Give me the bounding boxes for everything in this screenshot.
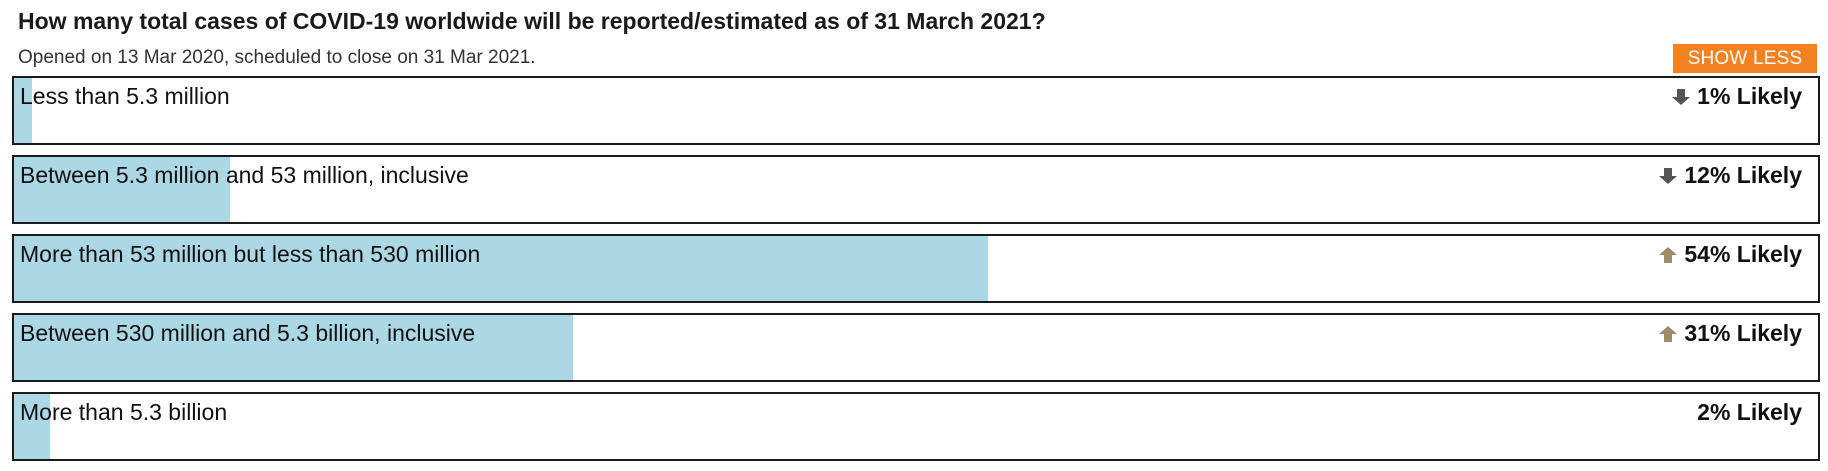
show-less-button[interactable]: SHOW LESS <box>1673 44 1817 73</box>
probability-text: 31% Likely <box>1684 320 1802 346</box>
answer-option-probability: 31% Likely <box>1658 320 1802 347</box>
probability-text: 2% Likely <box>1697 399 1802 425</box>
answer-option-label: More than 53 million but less than 530 m… <box>20 241 481 267</box>
answer-option-label: Between 530 million and 5.3 billion, inc… <box>20 320 476 346</box>
arrow-down-icon <box>1671 87 1691 107</box>
answer-option-probability: 54% Likely <box>1658 241 1802 268</box>
probability-text: 12% Likely <box>1684 162 1802 188</box>
arrow-down-icon <box>1658 166 1678 186</box>
answer-option[interactable]: Between 5.3 million and 53 million, incl… <box>12 155 1820 224</box>
probability-bar <box>14 157 231 222</box>
arrow-up-icon <box>1658 324 1678 344</box>
probability-bar <box>14 78 33 143</box>
answer-option[interactable]: More than 5.3 billion 2% Likely <box>12 392 1820 461</box>
question-dates: Opened on 13 Mar 2020, scheduled to clos… <box>18 47 536 68</box>
arrow-up-icon <box>1658 245 1678 265</box>
answer-option-label: More than 5.3 billion <box>20 399 228 425</box>
answer-option-label: Between 5.3 million and 53 million, incl… <box>20 162 469 188</box>
answer-options-list: Less than 5.3 million 1% Likely Between … <box>12 76 1820 471</box>
answer-option[interactable]: Less than 5.3 million 1% Likely <box>12 76 1820 145</box>
probability-bar <box>14 315 574 380</box>
answer-option-probability: 1% Likely <box>1671 83 1802 110</box>
probability-text: 1% Likely <box>1697 83 1802 109</box>
answer-option[interactable]: More than 53 million but less than 530 m… <box>12 234 1820 303</box>
probability-bar <box>14 394 51 459</box>
probability-bar <box>14 236 989 301</box>
answer-option[interactable]: Between 530 million and 5.3 billion, inc… <box>12 313 1820 382</box>
answer-option-label: Less than 5.3 million <box>20 83 230 109</box>
answer-option-probability: 2% Likely <box>1697 399 1802 426</box>
question-title: How many total cases of COVID-19 worldwi… <box>18 8 1046 34</box>
answer-option-probability: 12% Likely <box>1658 162 1802 189</box>
probability-text: 54% Likely <box>1684 241 1802 267</box>
